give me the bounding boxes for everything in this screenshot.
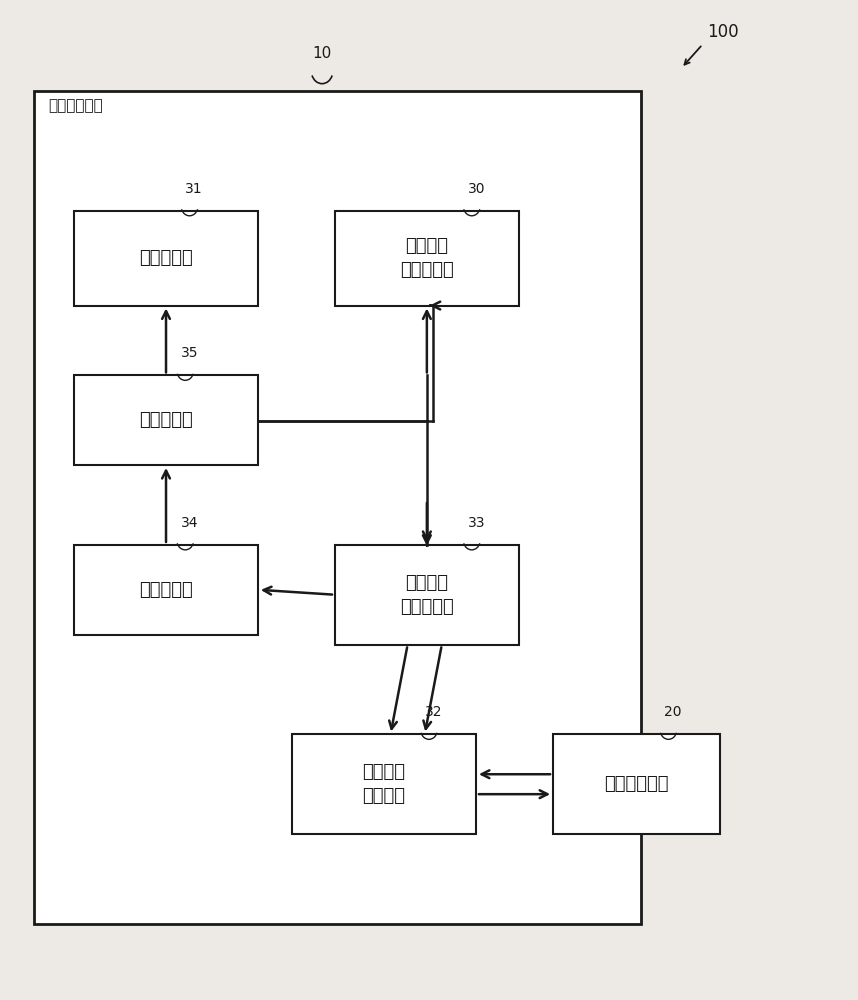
Text: 外部存储介质: 外部存储介质	[604, 775, 668, 793]
Text: 可编程控制器: 可编程控制器	[48, 99, 103, 114]
Text: 外部存储
介质接口: 外部存储 介质接口	[363, 763, 406, 805]
Bar	[74, 545, 258, 635]
Bar	[553, 734, 720, 834]
Text: 设备存储器: 设备存储器	[139, 249, 193, 267]
Text: 100: 100	[707, 23, 739, 41]
Text: 30: 30	[468, 182, 485, 196]
Text: 35: 35	[181, 346, 198, 360]
Bar	[335, 211, 519, 306]
Text: 32: 32	[425, 705, 442, 719]
Bar	[33, 91, 641, 924]
Text: 20: 20	[664, 705, 682, 719]
Text: 脚本执行部: 脚本执行部	[139, 411, 193, 429]
Text: 控制程序
保存存储器: 控制程序 保存存储器	[400, 237, 454, 279]
Text: 外部存储
介质驱动器: 外部存储 介质驱动器	[400, 574, 454, 616]
Text: 脚本解析部: 脚本解析部	[139, 581, 193, 599]
Bar	[335, 545, 519, 645]
Text: 10: 10	[312, 46, 332, 61]
Bar	[74, 211, 258, 306]
Bar	[293, 734, 476, 834]
Bar	[74, 375, 258, 465]
Text: 34: 34	[181, 516, 198, 530]
Text: 31: 31	[185, 182, 202, 196]
Text: 33: 33	[468, 516, 485, 530]
